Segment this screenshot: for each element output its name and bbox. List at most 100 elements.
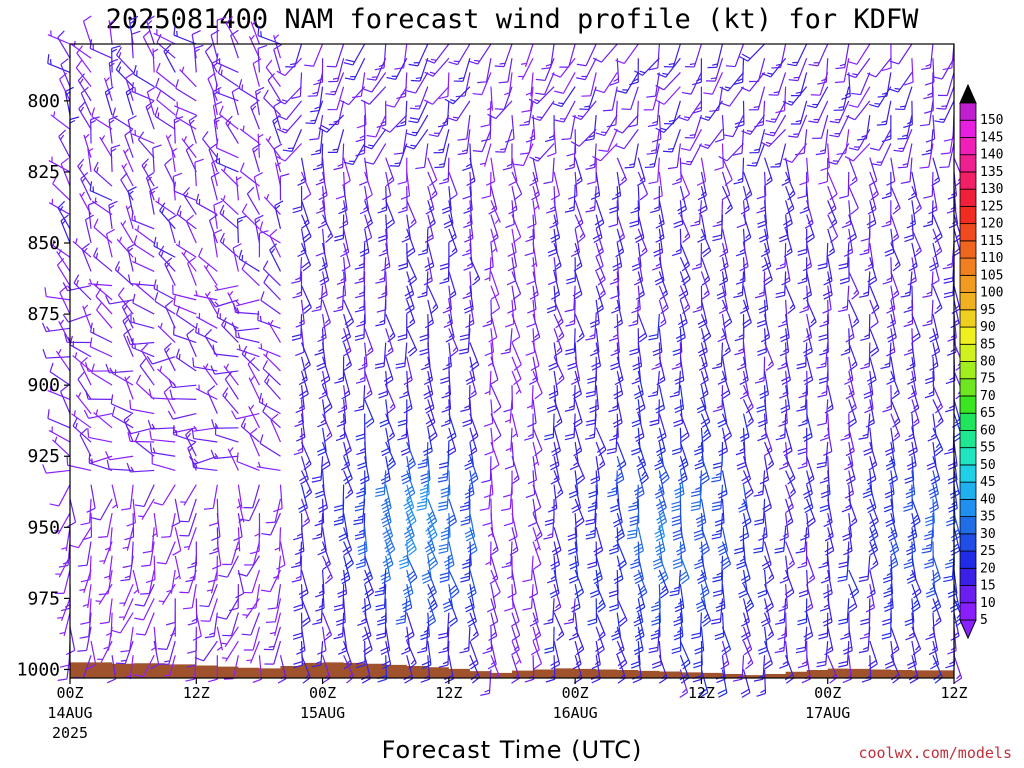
wind-barb — [651, 342, 662, 371]
wind-barb — [403, 484, 415, 514]
wind-barb — [168, 214, 178, 244]
wind-barb — [277, 100, 302, 121]
wind-barb — [775, 413, 787, 441]
wind-barb — [355, 356, 366, 384]
wind-barb — [923, 171, 934, 199]
wind-barb — [746, 143, 766, 167]
wind-barb — [576, 57, 597, 81]
wind-barb — [154, 107, 176, 130]
wind-barb — [574, 456, 586, 485]
wind-barb — [47, 54, 71, 73]
wind-barb — [238, 79, 260, 102]
x-tick-label: 00Z — [562, 684, 589, 702]
wind-barb — [103, 77, 113, 102]
wind-barb — [544, 626, 555, 654]
wind-barb — [191, 429, 218, 443]
wind-barb — [354, 513, 366, 540]
wind-barb — [209, 527, 219, 555]
wind-barb — [146, 15, 155, 45]
wind-barb — [756, 171, 767, 200]
wind-barb — [219, 232, 239, 258]
wind-barb — [816, 640, 829, 668]
wind-barb — [717, 669, 728, 698]
wind-barb — [317, 200, 328, 229]
wind-barb — [803, 612, 814, 642]
wind-barb — [511, 413, 519, 438]
wind-barb — [134, 583, 155, 607]
wind-barb — [532, 512, 543, 542]
wind-barb — [469, 612, 479, 642]
colorbar-swatch — [959, 395, 977, 414]
wind-barb — [69, 527, 92, 549]
wind-barb — [628, 299, 639, 327]
colorbar-label: 140 — [980, 148, 1003, 163]
wind-barb — [528, 569, 539, 599]
wind-barb — [93, 409, 113, 429]
wind-barb — [262, 402, 281, 429]
wind-barb — [354, 242, 366, 270]
wind-barb — [221, 626, 239, 648]
wind-barb — [651, 242, 662, 271]
wind-barb — [549, 441, 560, 471]
wind-barb — [195, 384, 218, 400]
colorbar-swatch — [959, 481, 977, 500]
wind-barb — [219, 105, 239, 130]
wind-barb — [211, 541, 222, 570]
wind-barb — [127, 186, 137, 215]
wind-barb — [438, 100, 450, 128]
colorbar-swatch — [959, 223, 977, 242]
wind-barb — [712, 569, 724, 597]
wind-barb — [778, 214, 789, 243]
wind-barb — [624, 143, 639, 169]
wind-barb — [343, 427, 352, 457]
wind-barb — [501, 484, 513, 512]
colorbar-swatch — [959, 137, 977, 156]
wind-barb — [921, 527, 934, 554]
wind-barb — [552, 86, 576, 108]
wind-barb — [343, 342, 352, 372]
wind-barb — [397, 186, 408, 214]
wind-barb — [564, 413, 576, 441]
wind-barb — [671, 626, 682, 655]
wind-barb — [532, 612, 542, 642]
wind-barb — [438, 641, 450, 668]
wind-barb — [774, 626, 787, 654]
wind-barb — [608, 569, 619, 598]
wind-barb — [734, 527, 745, 555]
wind-barb — [366, 114, 387, 138]
colorbar-label: 50 — [980, 458, 996, 473]
wind-barb — [333, 584, 345, 612]
wind-barb — [756, 669, 767, 697]
colorbar-label: 120 — [980, 217, 1003, 232]
wind-barb — [494, 43, 513, 68]
wind-barb — [903, 484, 913, 512]
wind-barb — [495, 129, 513, 153]
wind-barb — [911, 185, 922, 215]
wind-barb — [299, 370, 309, 400]
wind-barb — [118, 287, 134, 315]
wind-barb — [522, 555, 534, 583]
wind-barb — [858, 413, 871, 440]
wind-barb — [479, 143, 492, 167]
wind-barb — [552, 242, 562, 272]
wind-barb — [613, 299, 624, 329]
wind-barb — [462, 271, 473, 300]
wind-barb — [797, 598, 808, 626]
wind-barb — [276, 86, 302, 105]
wind-barb — [179, 569, 197, 594]
wind-barb — [803, 484, 814, 514]
wind-barb — [779, 314, 790, 343]
wind-barb — [929, 242, 939, 272]
wind-barb — [403, 385, 413, 414]
wind-barb — [673, 612, 684, 641]
wind-barb — [550, 640, 561, 670]
colorbar-swatch — [959, 550, 977, 569]
wind-barb — [698, 669, 709, 698]
wind-barb — [858, 555, 871, 583]
wind-barb — [508, 512, 518, 542]
wind-barb — [485, 541, 492, 566]
wind-barb — [629, 328, 640, 356]
wind-barb — [584, 115, 597, 142]
wind-barb — [124, 375, 134, 400]
wind-barb — [222, 387, 239, 414]
